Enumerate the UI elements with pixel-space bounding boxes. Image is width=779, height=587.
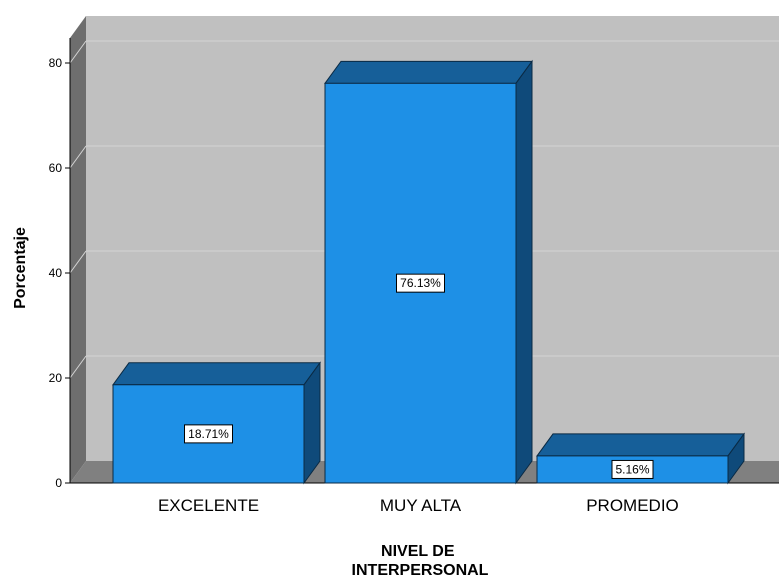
bar-top bbox=[325, 61, 532, 83]
bar-muy-alta: 76.13% bbox=[325, 61, 532, 483]
x-category-label: EXCELENTE bbox=[158, 496, 259, 515]
y-tick-label: 40 bbox=[49, 266, 63, 280]
y-axis-ticks: 0 20 40 60 80 bbox=[49, 56, 70, 490]
x-axis-title-line-1: NIVEL DE bbox=[381, 543, 455, 560]
bar-top bbox=[537, 434, 744, 456]
y-tick-label: 80 bbox=[49, 56, 63, 70]
y-axis-title: Porcentaje bbox=[12, 227, 29, 309]
x-category-label: PROMEDIO bbox=[586, 496, 679, 515]
x-axis-title-line-2: INTERPERSONAL bbox=[352, 562, 489, 579]
y-tick-label: 0 bbox=[55, 476, 62, 490]
left-wall bbox=[70, 16, 86, 483]
x-axis-labels: EXCELENTE MUY ALTA PROMEDIO bbox=[158, 496, 679, 515]
y-tick-label: 20 bbox=[49, 371, 63, 385]
x-axis-title: NIVEL DE INTERPERSONAL bbox=[352, 543, 489, 579]
data-label: 18.71% bbox=[188, 427, 229, 441]
data-label: 76.13% bbox=[400, 276, 441, 290]
bar-top bbox=[113, 363, 320, 385]
data-label: 5.16% bbox=[615, 462, 649, 476]
y-tick-label: 60 bbox=[49, 161, 63, 175]
bar-excelente: 18.71% bbox=[113, 363, 320, 483]
x-category-label: MUY ALTA bbox=[380, 496, 462, 515]
bar-side bbox=[516, 61, 532, 483]
bar-side bbox=[304, 363, 320, 483]
bar-promedio: 5.16% bbox=[537, 434, 744, 483]
